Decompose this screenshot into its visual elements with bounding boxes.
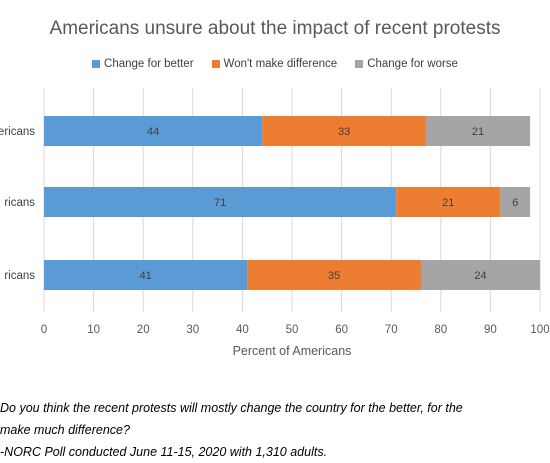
bar-segment: [44, 116, 263, 146]
legend-label-better: Change for better: [104, 58, 194, 70]
x-tick-label: 80: [434, 324, 447, 336]
category-label: ericans: [0, 126, 35, 138]
x-tick-label: 20: [137, 324, 150, 336]
data-label: 24: [474, 270, 486, 282]
data-label: 35: [328, 270, 340, 282]
legend-label-no-difference: Won't make difference: [223, 58, 338, 70]
legend-swatch-no-difference: [211, 60, 220, 68]
legend: Change for better Won't make difference …: [0, 58, 550, 70]
bar-segment: [425, 116, 531, 146]
chart-plot: 44 33 21 71 21 6 41 35 24 0 10 20 30 40 50 60 70 80 90 100…: [0, 88, 550, 358]
x-tick-label: 30: [186, 324, 199, 336]
footer-question-line1: Do you think the recent protests will mo…: [0, 401, 463, 415]
footer-question-line2: make much difference?: [0, 423, 130, 437]
bar-segment: [247, 260, 421, 290]
x-tick-label: 0: [41, 324, 47, 336]
data-label: 21: [442, 197, 454, 209]
data-label: 33: [338, 126, 350, 138]
category-labels: ericans ricans ricans: [0, 126, 35, 282]
category-label: ricans: [4, 197, 35, 209]
x-tick-label: 100: [530, 324, 549, 336]
bars: 44 33 21 71 21 6 41 35 24: [44, 116, 540, 290]
data-label: 44: [147, 126, 159, 138]
bar-segment: [396, 187, 501, 217]
legend-item-no-difference: Won't make difference: [211, 58, 338, 70]
bar-segment: [500, 187, 531, 217]
data-label: 71: [214, 197, 226, 209]
bar-segment: [44, 260, 248, 290]
x-tick-labels: 0 10 20 30 40 50 60 70 80 90 100: [41, 324, 550, 336]
bar-segment: [44, 187, 397, 217]
category-label: ricans: [4, 270, 35, 282]
data-label: 21: [472, 126, 484, 138]
x-tick-label: 10: [87, 324, 100, 336]
data-label: 6: [512, 197, 518, 209]
bar-segment: [262, 116, 426, 146]
x-tick-label: 70: [385, 324, 398, 336]
x-tick-label: 50: [286, 324, 299, 336]
chart-title: Americans unsure about the impact of rec…: [49, 18, 501, 39]
legend-swatch-better: [92, 60, 101, 68]
footer-source: -NORC Poll conducted June 11-15, 2020 wi…: [0, 445, 328, 459]
x-tick-label: 40: [236, 324, 249, 336]
x-tick-label: 90: [484, 324, 497, 336]
legend-swatch-worse: [355, 60, 364, 68]
legend-item-better: Change for better: [92, 58, 194, 70]
x-tick-label: 60: [335, 324, 348, 336]
bar-segment: [420, 260, 540, 290]
legend-label-worse: Change for worse: [367, 58, 458, 70]
data-label: 41: [140, 270, 152, 282]
legend-item-worse: Change for worse: [355, 58, 458, 70]
x-axis-label: Percent of Americans: [233, 344, 352, 358]
